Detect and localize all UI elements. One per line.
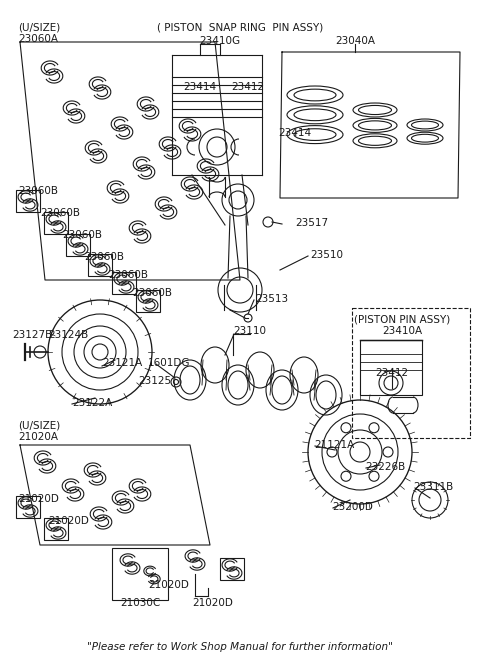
Text: 23110: 23110 xyxy=(233,326,266,336)
Text: 23517: 23517 xyxy=(295,218,328,228)
Text: 23311B: 23311B xyxy=(413,482,453,492)
Text: 21020D: 21020D xyxy=(18,494,59,504)
Text: 21030C: 21030C xyxy=(120,598,160,608)
Bar xyxy=(88,254,112,276)
Text: 23060B: 23060B xyxy=(84,252,124,262)
Bar xyxy=(112,272,136,294)
Bar xyxy=(16,496,40,518)
Text: 23410G: 23410G xyxy=(199,36,240,46)
Text: 23414: 23414 xyxy=(278,128,311,138)
Text: 23060A: 23060A xyxy=(18,34,58,44)
Text: 23226B: 23226B xyxy=(365,462,405,472)
Text: 23200D: 23200D xyxy=(332,502,373,512)
Text: 23124B: 23124B xyxy=(48,330,88,340)
Bar xyxy=(136,290,160,312)
Text: 23060B: 23060B xyxy=(40,208,80,218)
Text: 23412: 23412 xyxy=(375,368,408,378)
Bar xyxy=(44,518,68,540)
Text: "Please refer to Work Shop Manual for further information": "Please refer to Work Shop Manual for fu… xyxy=(87,642,393,652)
Text: 23040A: 23040A xyxy=(335,36,375,46)
Text: 21020D: 21020D xyxy=(148,580,189,590)
Text: 23121A: 23121A xyxy=(102,358,142,368)
Bar xyxy=(112,548,168,600)
Text: 21020D: 21020D xyxy=(48,516,89,526)
Bar xyxy=(16,190,40,212)
Text: 21020D: 21020D xyxy=(192,598,233,608)
Text: 23412: 23412 xyxy=(231,82,264,92)
Text: 23060B: 23060B xyxy=(108,270,148,280)
Bar xyxy=(220,558,244,580)
Bar xyxy=(44,212,68,234)
Text: 23060B: 23060B xyxy=(132,288,172,298)
Text: (U/SIZE): (U/SIZE) xyxy=(18,22,60,32)
Text: 23122A: 23122A xyxy=(72,398,112,408)
Text: 23127B: 23127B xyxy=(12,330,52,340)
Text: 23060B: 23060B xyxy=(18,186,58,196)
Text: ( PISTON  SNAP RING  PIN ASSY): ( PISTON SNAP RING PIN ASSY) xyxy=(157,22,323,32)
Bar xyxy=(66,234,90,256)
Text: 23060B: 23060B xyxy=(62,230,102,240)
Text: 23513: 23513 xyxy=(255,294,288,304)
Text: 23414: 23414 xyxy=(183,82,216,92)
Text: (U/SIZE): (U/SIZE) xyxy=(18,420,60,430)
Text: 21020A: 21020A xyxy=(18,432,58,442)
Text: 23410A: 23410A xyxy=(382,326,422,336)
Text: 1601DG: 1601DG xyxy=(148,358,191,368)
Bar xyxy=(360,340,422,395)
Text: 21121A: 21121A xyxy=(314,440,354,450)
Text: 23125: 23125 xyxy=(138,376,171,386)
Bar xyxy=(352,308,470,438)
Text: (PISTON PIN ASSY): (PISTON PIN ASSY) xyxy=(354,314,450,324)
Text: 23510: 23510 xyxy=(310,250,343,260)
